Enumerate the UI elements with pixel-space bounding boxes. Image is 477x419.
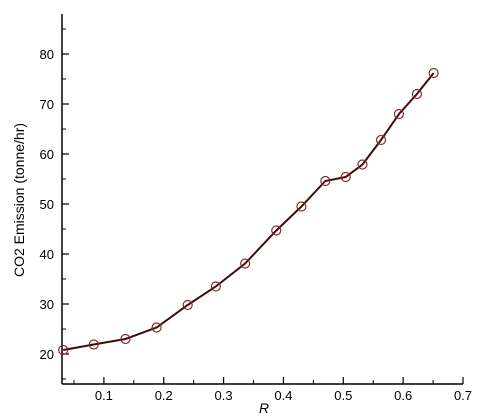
x-tick-label: 0.5 (334, 388, 352, 403)
data-point (411, 88, 423, 100)
y-tick-label: 80 (40, 47, 54, 62)
plot-area (58, 67, 439, 356)
y-tick-label: 40 (40, 247, 54, 262)
data-point (428, 67, 439, 79)
x-tick-label: 0.6 (394, 388, 412, 403)
x-axis-title: R (259, 400, 269, 416)
x-tick-label: 0.4 (274, 388, 292, 403)
x-tick-label: 0.3 (215, 388, 233, 403)
x-tick-label: 0.7 (454, 388, 472, 403)
x-tick-label: 0.1 (95, 388, 113, 403)
data-point (240, 258, 251, 269)
series-line (63, 72, 435, 351)
data-point (393, 108, 405, 120)
data-point (88, 339, 99, 350)
y-tick-label: 20 (40, 347, 54, 362)
data-point (357, 159, 368, 170)
y-tick-label: 70 (40, 97, 54, 112)
y-axis-title: CO2 Emission (tonne/hr) (11, 123, 27, 277)
data-point (151, 322, 162, 333)
y-tick-label: 30 (40, 297, 54, 312)
data-point (58, 344, 69, 356)
y-tick-label: 60 (40, 147, 54, 162)
data-point (120, 333, 131, 345)
data-point (182, 299, 193, 311)
data-point (271, 225, 282, 236)
x-tick-label: 0.2 (155, 388, 173, 403)
ticks: 0.1 0.2 0.3 0.4 0.5 0.6 0.7 20 30 40 50 60 70 80 (40, 28, 472, 403)
y-tick-label: 50 (40, 197, 54, 212)
data-point (296, 201, 307, 212)
data-point (340, 171, 351, 183)
axes (61, 14, 463, 385)
data-point (320, 175, 331, 187)
data-point (210, 281, 221, 292)
data-point (375, 134, 387, 146)
